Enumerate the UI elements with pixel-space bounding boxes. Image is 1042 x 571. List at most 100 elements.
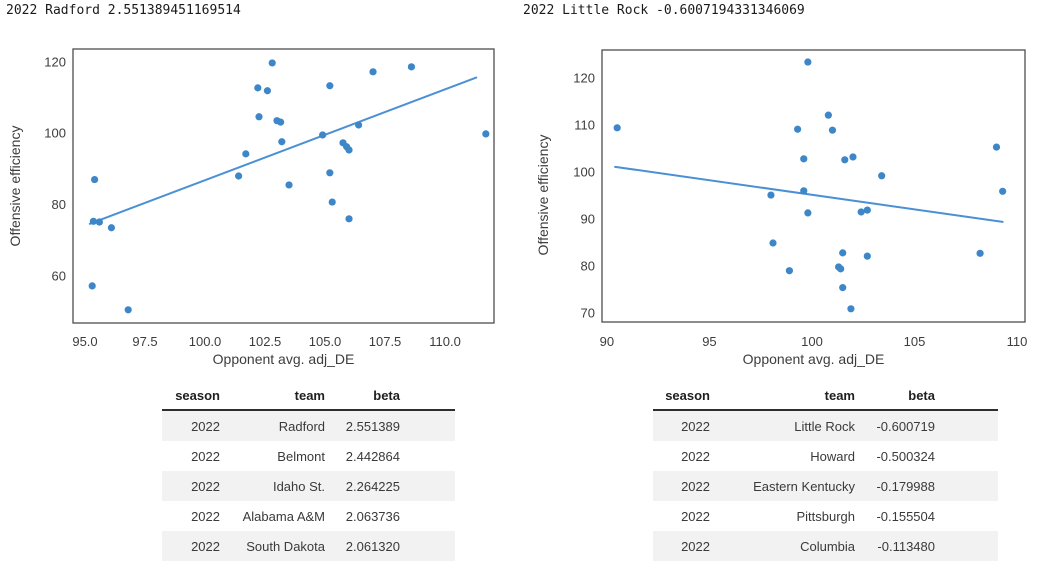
table-cell: Alabama A&M <box>242 508 325 524</box>
table-cell: 2022 <box>191 508 220 524</box>
table-header-cell: team <box>710 382 855 411</box>
table-cell: Little Rock <box>794 418 855 434</box>
table-row: 2022 Radford 2.551389 <box>162 410 455 441</box>
table-header-cell: beta <box>325 382 400 411</box>
table-row: 2022 Belmont 2.442864 <box>162 441 455 471</box>
table-cell: 2.264225 <box>345 478 400 494</box>
x-tick-label: 110 <box>1007 334 1028 349</box>
scatter-point <box>839 284 847 292</box>
table-cell: 2022 <box>191 448 220 464</box>
table-header-cell: season <box>653 382 710 411</box>
plot-border <box>72 48 495 324</box>
table-cell: 2.061320 <box>345 538 400 554</box>
scatter-point <box>91 175 99 184</box>
table-cell <box>935 531 998 561</box>
table-cell: Columbia <box>800 538 855 554</box>
table-cell: -0.155504 <box>876 508 935 524</box>
table-row: 2022 Pittsburgh -0.155504 <box>653 501 998 531</box>
table-cell <box>400 410 455 441</box>
table-cell <box>935 471 998 501</box>
scatter-point <box>999 187 1007 195</box>
table-cell <box>400 531 455 561</box>
table-cell: -0.500324 <box>876 448 935 464</box>
table-cell <box>400 441 455 471</box>
y-tick-label: 100 <box>44 126 66 141</box>
x-tick-label: 100.0 <box>189 334 222 349</box>
y-tick-label: 120 <box>573 71 595 86</box>
scatter-plot-little-rock: 90 95 100 105 110 70 80 90 100 110 120 Opponent avg… <box>535 49 1028 367</box>
table-cell: Idaho St. <box>272 478 325 494</box>
x-tick-label: 100 <box>801 334 823 349</box>
scatter-point <box>107 224 116 232</box>
scatter-point <box>863 206 871 214</box>
scatter-point <box>328 198 336 206</box>
scatter-point <box>785 267 794 275</box>
table-header-cell <box>400 382 455 411</box>
chart-title-little-rock: 2022 Little Rock -0.6007194331346069 <box>523 3 805 18</box>
scatter-point <box>976 249 984 257</box>
scatter-point <box>278 138 286 146</box>
scatter-point <box>285 181 293 189</box>
beta-table-little-rock: season team beta 2022 Little Rock -0.600719 20… <box>653 382 998 561</box>
table-header-cell: team <box>220 382 325 411</box>
scatter-point <box>794 125 802 133</box>
chart-title-radford: 2022 Radford 2.551389451169514 <box>6 3 241 18</box>
table-cell: -0.600719 <box>876 418 935 434</box>
table-header-row: season team beta <box>653 382 998 411</box>
table-cell: 2022 <box>681 478 710 494</box>
table-header-cell: beta <box>855 382 935 411</box>
y-tick-label: 80 <box>581 259 595 274</box>
scatter-point <box>268 59 276 67</box>
table-cell: 2022 <box>191 478 220 494</box>
scatter-point <box>255 113 263 121</box>
scatter-point <box>89 217 98 225</box>
x-tick-label: 95.0 <box>72 334 97 349</box>
y-tick-label: 110 <box>574 118 595 133</box>
scatter-point <box>345 215 353 223</box>
table-cell <box>935 410 998 441</box>
scatter-point <box>828 126 837 134</box>
regression-line <box>88 76 478 225</box>
x-axis-label: Opponent avg. adj_DE <box>213 351 355 367</box>
scatter-point <box>482 130 490 138</box>
table-cell: 2022 <box>681 448 710 464</box>
table-cell: -0.179988 <box>876 478 935 494</box>
x-tick-label: 97.5 <box>132 334 157 349</box>
y-tick-label: 120 <box>44 54 66 69</box>
x-tick-label: 95 <box>702 334 716 349</box>
scatter-point <box>863 252 871 260</box>
table-row: 2022 Idaho St. 2.264225 <box>162 471 455 501</box>
scatter-point <box>857 208 865 216</box>
scatter-point <box>878 172 886 180</box>
scatter-point <box>88 282 96 290</box>
scatter-point <box>326 169 334 177</box>
scatter-point <box>242 150 250 158</box>
table-row: 2022 South Dakota 2.061320 <box>162 531 455 561</box>
y-tick-label: 100 <box>573 165 595 180</box>
scatter-point <box>254 84 262 92</box>
table-cell: Howard <box>810 448 855 464</box>
table-header-cell <box>935 382 998 411</box>
scatter-point <box>326 82 334 90</box>
y-tick-label: 90 <box>581 212 595 227</box>
scatter-point <box>407 63 416 71</box>
scatter-point <box>800 155 808 163</box>
table-cell: 2.551389 <box>345 418 400 434</box>
scatter-point <box>824 111 832 119</box>
table-cell: 2022 <box>191 418 220 434</box>
table-row: 2022 Little Rock -0.600719 <box>653 410 998 441</box>
x-tick-label: 107.5 <box>369 334 402 349</box>
y-tick-label: 80 <box>52 197 66 212</box>
x-axis-label: Opponent avg. adj_DE <box>743 351 885 367</box>
table-cell: Radford <box>278 418 325 434</box>
table-cell: Belmont <box>277 448 325 464</box>
scatter-point <box>992 143 1001 151</box>
table-cell: -0.113480 <box>877 538 935 554</box>
scatter-point <box>277 118 285 126</box>
scatter-plot-radford: 95.0 97.5 100.0 102.5 105.0 107.5 110.0 60 80 100… <box>7 48 495 367</box>
table-cell <box>400 501 455 531</box>
x-tick-label: 102.5 <box>249 334 282 349</box>
scatter-point <box>319 131 327 139</box>
scatter-point <box>837 265 845 273</box>
